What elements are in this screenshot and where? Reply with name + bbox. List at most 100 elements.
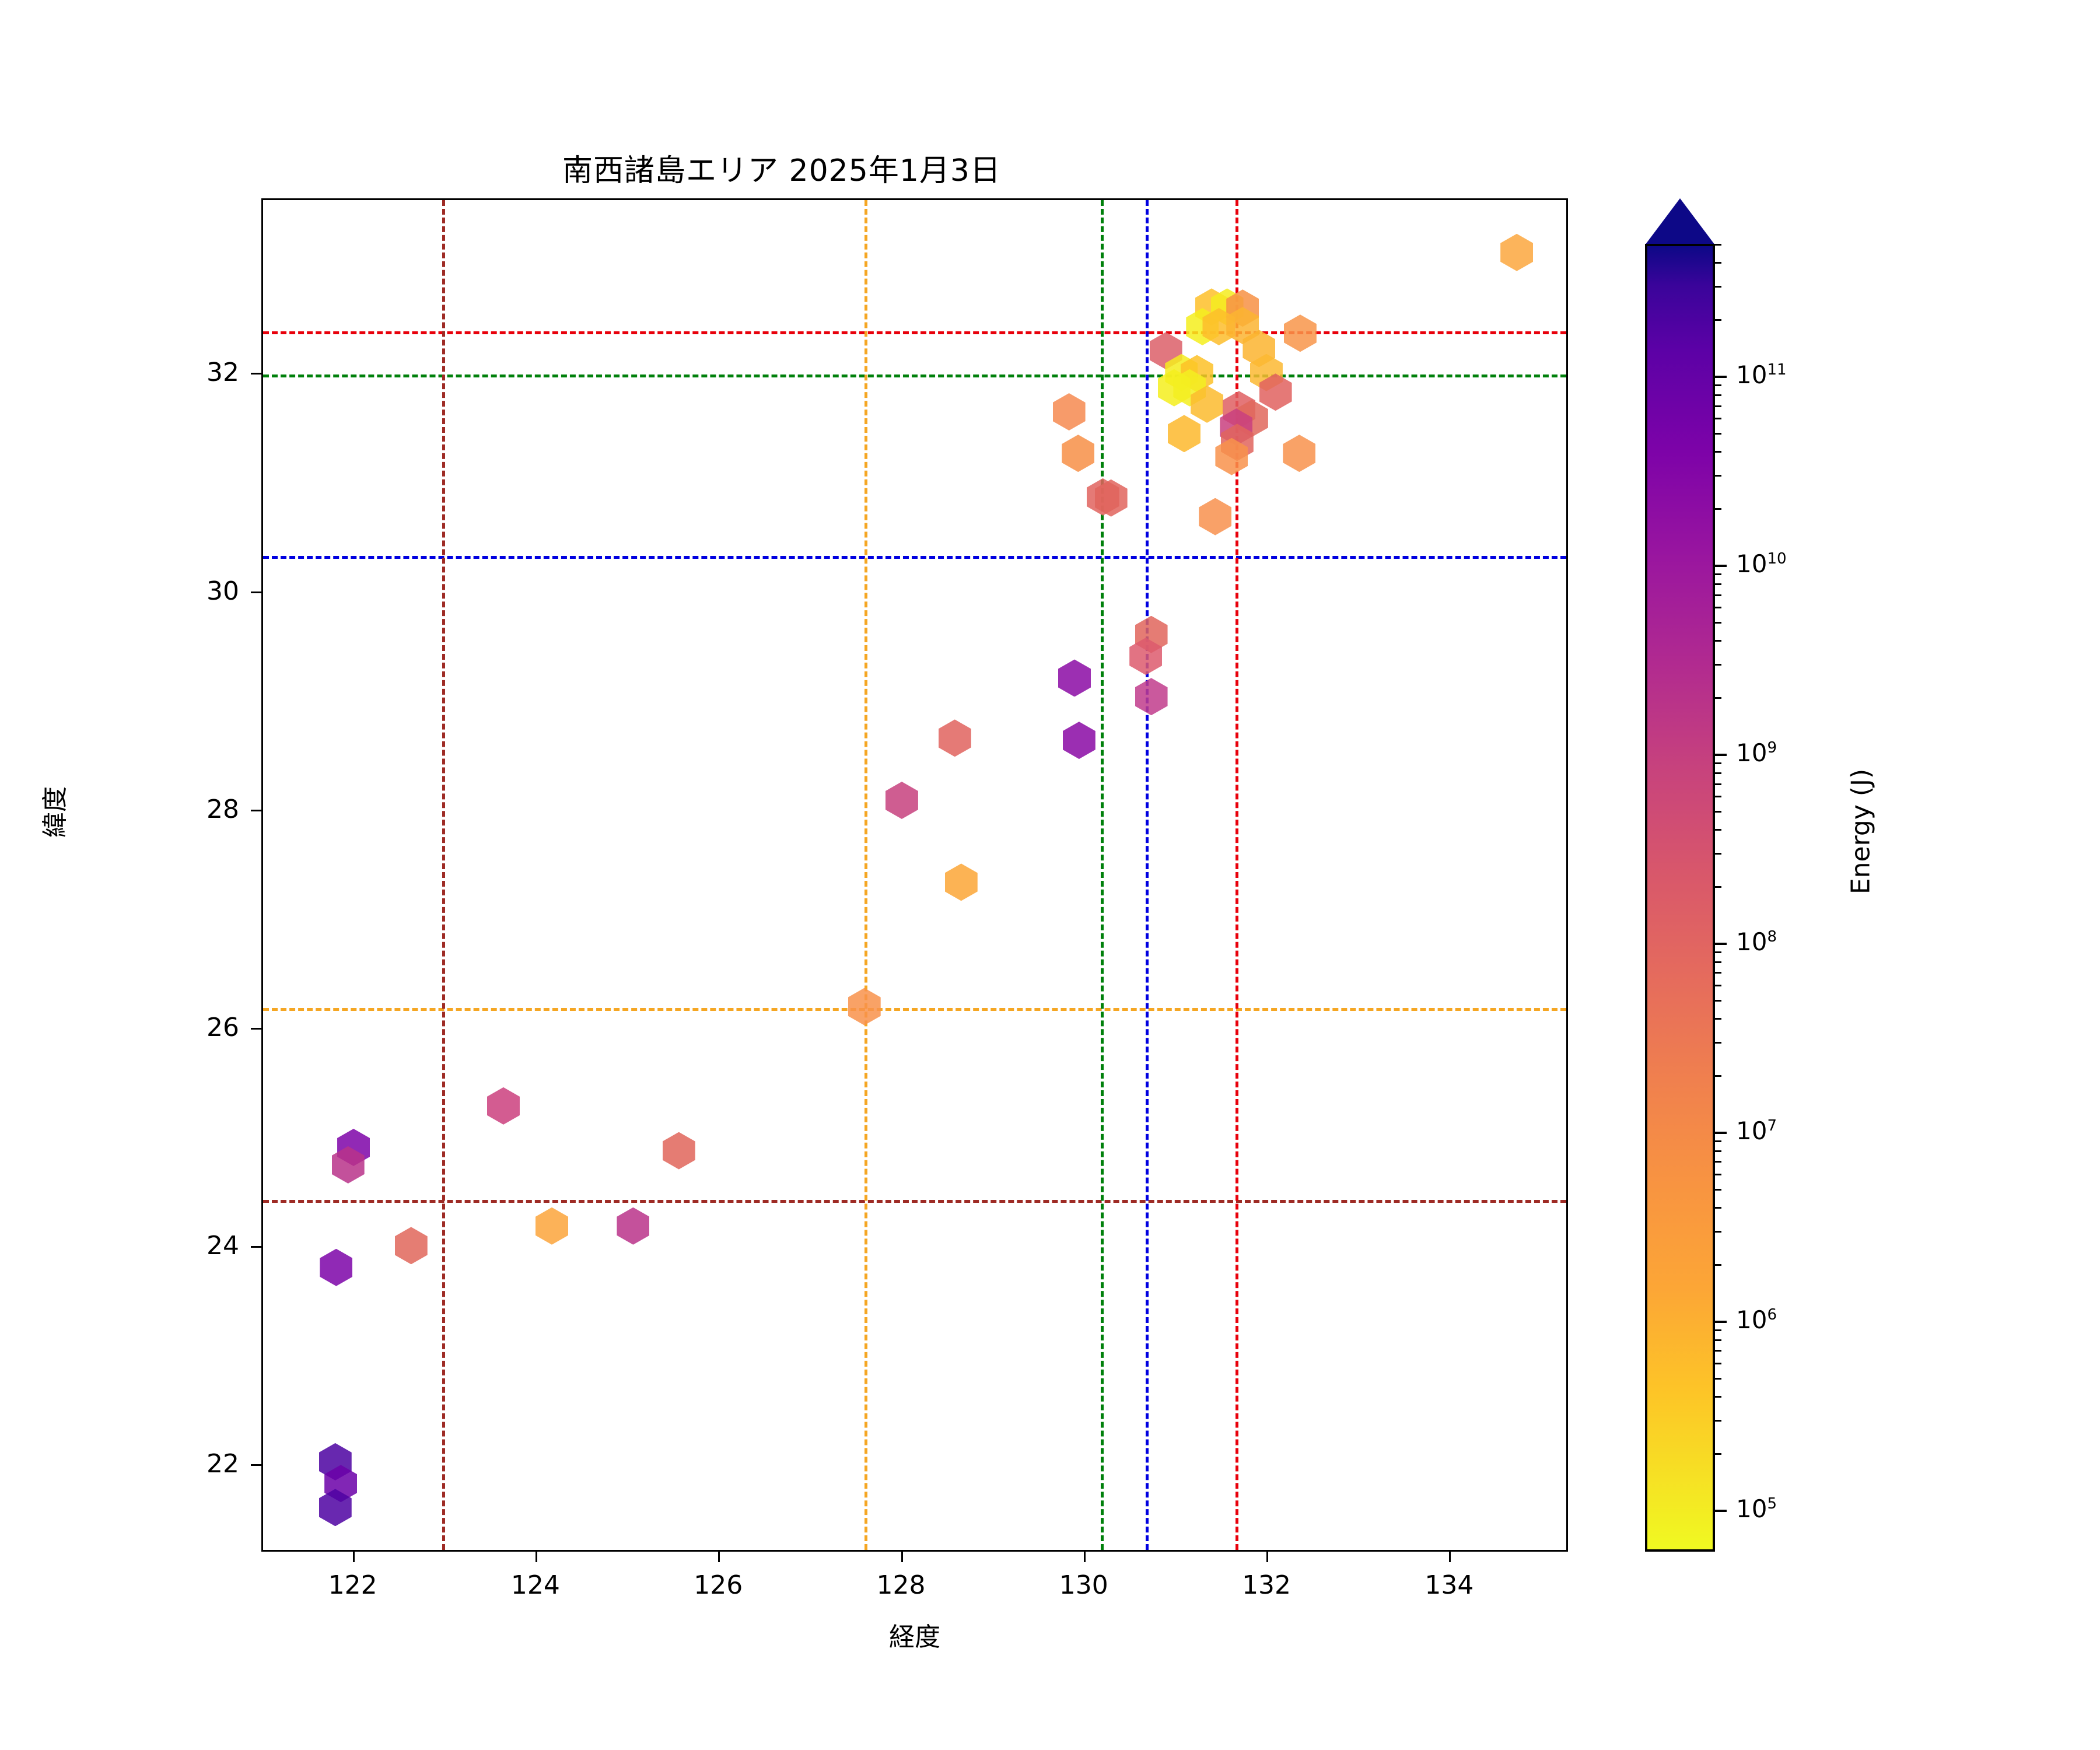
y-tick-label: 24 xyxy=(206,1231,239,1261)
colorbar-gradient xyxy=(1645,244,1715,1552)
colorbar-tick-label: 108 xyxy=(1736,928,1777,957)
colorbar-tick-mark xyxy=(1715,754,1727,757)
plot-area[interactable] xyxy=(261,198,1568,1552)
colorbar-minor-tick xyxy=(1715,886,1721,888)
y-tick-mark xyxy=(251,809,261,811)
red-hline xyxy=(263,331,1566,334)
colorbar-minor-tick xyxy=(1715,1140,1721,1143)
colorbar-minor-tick xyxy=(1715,1396,1721,1398)
colorbar-minor-tick xyxy=(1715,696,1721,699)
colorbar-minor-tick xyxy=(1715,607,1721,609)
colorbar-minor-tick xyxy=(1715,621,1721,624)
x-tick-label: 128 xyxy=(876,1570,926,1600)
x-tick-label: 126 xyxy=(694,1570,743,1600)
scatter-point xyxy=(1052,393,1086,430)
colorbar-minor-tick xyxy=(1715,1419,1721,1422)
scatter-point xyxy=(318,1489,352,1527)
blue-vline xyxy=(1146,200,1149,1550)
x-tick-label: 124 xyxy=(510,1570,560,1600)
colorbar-minor-tick xyxy=(1715,262,1721,264)
colorbar-minor-tick xyxy=(1715,1230,1721,1233)
colorbar-minor-tick xyxy=(1715,1174,1721,1176)
colorbar-minor-tick xyxy=(1715,418,1721,420)
colorbar-tick-label: 106 xyxy=(1736,1306,1777,1335)
green-hline xyxy=(263,374,1566,378)
colorbar-tick-mark xyxy=(1715,1510,1727,1513)
orange-vline xyxy=(864,200,867,1550)
scatter-point xyxy=(944,863,978,901)
blue-hline xyxy=(263,555,1566,559)
colorbar-tick-mark xyxy=(1715,943,1727,946)
colorbar-minor-tick xyxy=(1715,762,1721,765)
scatter-point xyxy=(1283,435,1316,473)
scatter-point xyxy=(1062,722,1096,760)
scatter-point xyxy=(394,1227,428,1265)
colorbar-tick-label: 105 xyxy=(1736,1494,1777,1524)
scatter-point xyxy=(1199,498,1232,536)
colorbar-minor-tick xyxy=(1715,1452,1721,1455)
x-axis-label: 経度 xyxy=(889,1622,940,1652)
colorbar-minor-tick xyxy=(1715,972,1721,974)
x-tick-mark xyxy=(718,1552,720,1562)
colorbar-minor-tick xyxy=(1715,1188,1721,1191)
colorbar-label: Energy (J) xyxy=(1846,768,1876,895)
colorbar-minor-tick xyxy=(1715,1207,1721,1209)
y-tick-label: 30 xyxy=(206,576,239,606)
y-axis-label: 緯度 xyxy=(40,786,70,838)
y-tick-label: 26 xyxy=(206,1012,239,1042)
red-vline xyxy=(1235,200,1238,1550)
colorbar-tick-mark xyxy=(1715,565,1727,568)
scatter-point xyxy=(1062,435,1095,473)
colorbar-minor-tick xyxy=(1715,1074,1721,1077)
colorbar-minor-tick xyxy=(1715,573,1721,576)
scatter-point xyxy=(1058,659,1091,697)
colorbar-minor-tick xyxy=(1715,432,1721,435)
scatter-point xyxy=(1500,233,1534,271)
scatter-point xyxy=(1167,415,1200,453)
colorbar-minor-tick xyxy=(1715,1363,1721,1365)
colorbar-minor-tick xyxy=(1715,405,1721,407)
colorbar-minor-tick xyxy=(1715,772,1721,774)
darkred-vline xyxy=(442,200,446,1550)
colorbar-minor-tick xyxy=(1715,318,1721,321)
colorbar-minor-tick xyxy=(1715,783,1721,785)
colorbar-minor-tick xyxy=(1715,244,1721,246)
colorbar-minor-tick xyxy=(1715,1329,1721,1331)
scatter-point xyxy=(1094,479,1128,517)
colorbar-tick-mark xyxy=(1715,1321,1727,1324)
orange-hline xyxy=(263,1007,1566,1011)
colorbar-minor-tick xyxy=(1715,796,1721,798)
colorbar-minor-tick xyxy=(1715,583,1721,585)
scatter-point xyxy=(662,1132,695,1170)
colorbar-minor-tick xyxy=(1715,394,1721,396)
colorbar-minor-tick xyxy=(1715,384,1721,387)
colorbar-minor-tick xyxy=(1715,1350,1721,1352)
y-tick-mark xyxy=(251,1027,261,1030)
colorbar-minor-tick xyxy=(1715,285,1721,288)
colorbar-tick-mark xyxy=(1715,1132,1727,1135)
colorbar-minor-tick xyxy=(1715,1041,1721,1044)
scatter-point xyxy=(1283,314,1317,352)
colorbar-minor-tick xyxy=(1715,985,1721,987)
colorbar-minor-tick xyxy=(1715,1264,1721,1266)
x-tick-label: 130 xyxy=(1059,1570,1108,1600)
colorbar-minor-tick xyxy=(1715,640,1721,642)
x-tick-mark xyxy=(1449,1552,1451,1562)
colorbar-minor-tick xyxy=(1715,1161,1721,1163)
colorbar-tick-mark xyxy=(1715,376,1727,379)
scatter-point xyxy=(617,1207,650,1245)
scatter-point xyxy=(848,988,881,1026)
colorbar-extend-arrow xyxy=(1645,198,1715,245)
scatter-point xyxy=(487,1087,520,1125)
scatter-point xyxy=(938,719,971,757)
colorbar-minor-tick xyxy=(1715,999,1721,1002)
colorbar-minor-tick xyxy=(1715,852,1721,855)
colorbar-minor-tick xyxy=(1715,1150,1721,1152)
x-tick-label: 134 xyxy=(1424,1570,1474,1600)
y-tick-mark xyxy=(251,1246,261,1248)
x-tick-mark xyxy=(1083,1552,1086,1562)
colorbar-tick-label: 107 xyxy=(1736,1116,1777,1146)
colorbar-minor-tick xyxy=(1715,1018,1721,1020)
x-tick-label: 122 xyxy=(328,1570,377,1600)
